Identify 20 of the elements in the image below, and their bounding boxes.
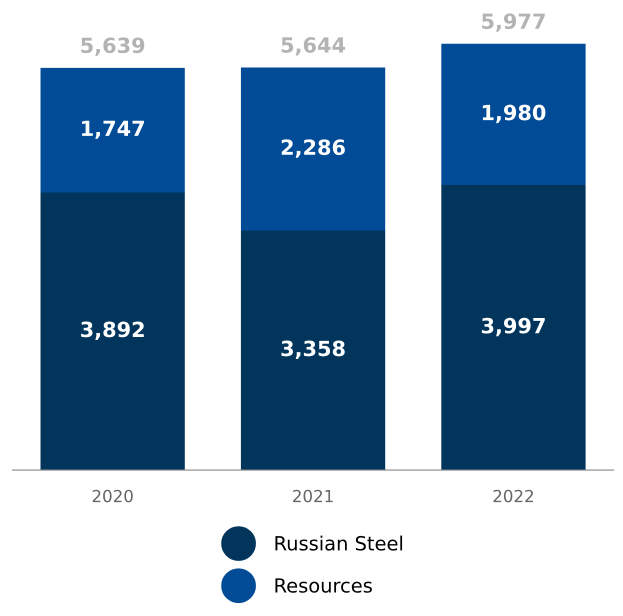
bar <box>240 230 386 470</box>
legend-label: Resources <box>275 578 372 593</box>
x-tick-label: 2020 <box>92 490 133 502</box>
data-label: 1,747 <box>82 120 144 139</box>
legend-label: Russian Steel <box>275 536 402 551</box>
total-label: 5,644 <box>282 37 346 56</box>
data-label: 3,997 <box>482 318 545 336</box>
data-label: 2,286 <box>282 139 345 158</box>
x-tick-label: 2021 <box>293 490 333 502</box>
bar <box>441 184 586 470</box>
total-label: 5,639 <box>81 37 144 56</box>
bar <box>441 44 586 185</box>
x-tick-label: 2022 <box>493 490 533 502</box>
data-label: 1,980 <box>482 104 546 124</box>
data-label: 3,358 <box>282 340 345 359</box>
bar <box>40 68 185 192</box>
bar <box>40 192 185 470</box>
total-label: 5,977 <box>482 13 545 32</box>
data-label: 3,892 <box>81 322 144 340</box>
bar <box>240 68 386 231</box>
